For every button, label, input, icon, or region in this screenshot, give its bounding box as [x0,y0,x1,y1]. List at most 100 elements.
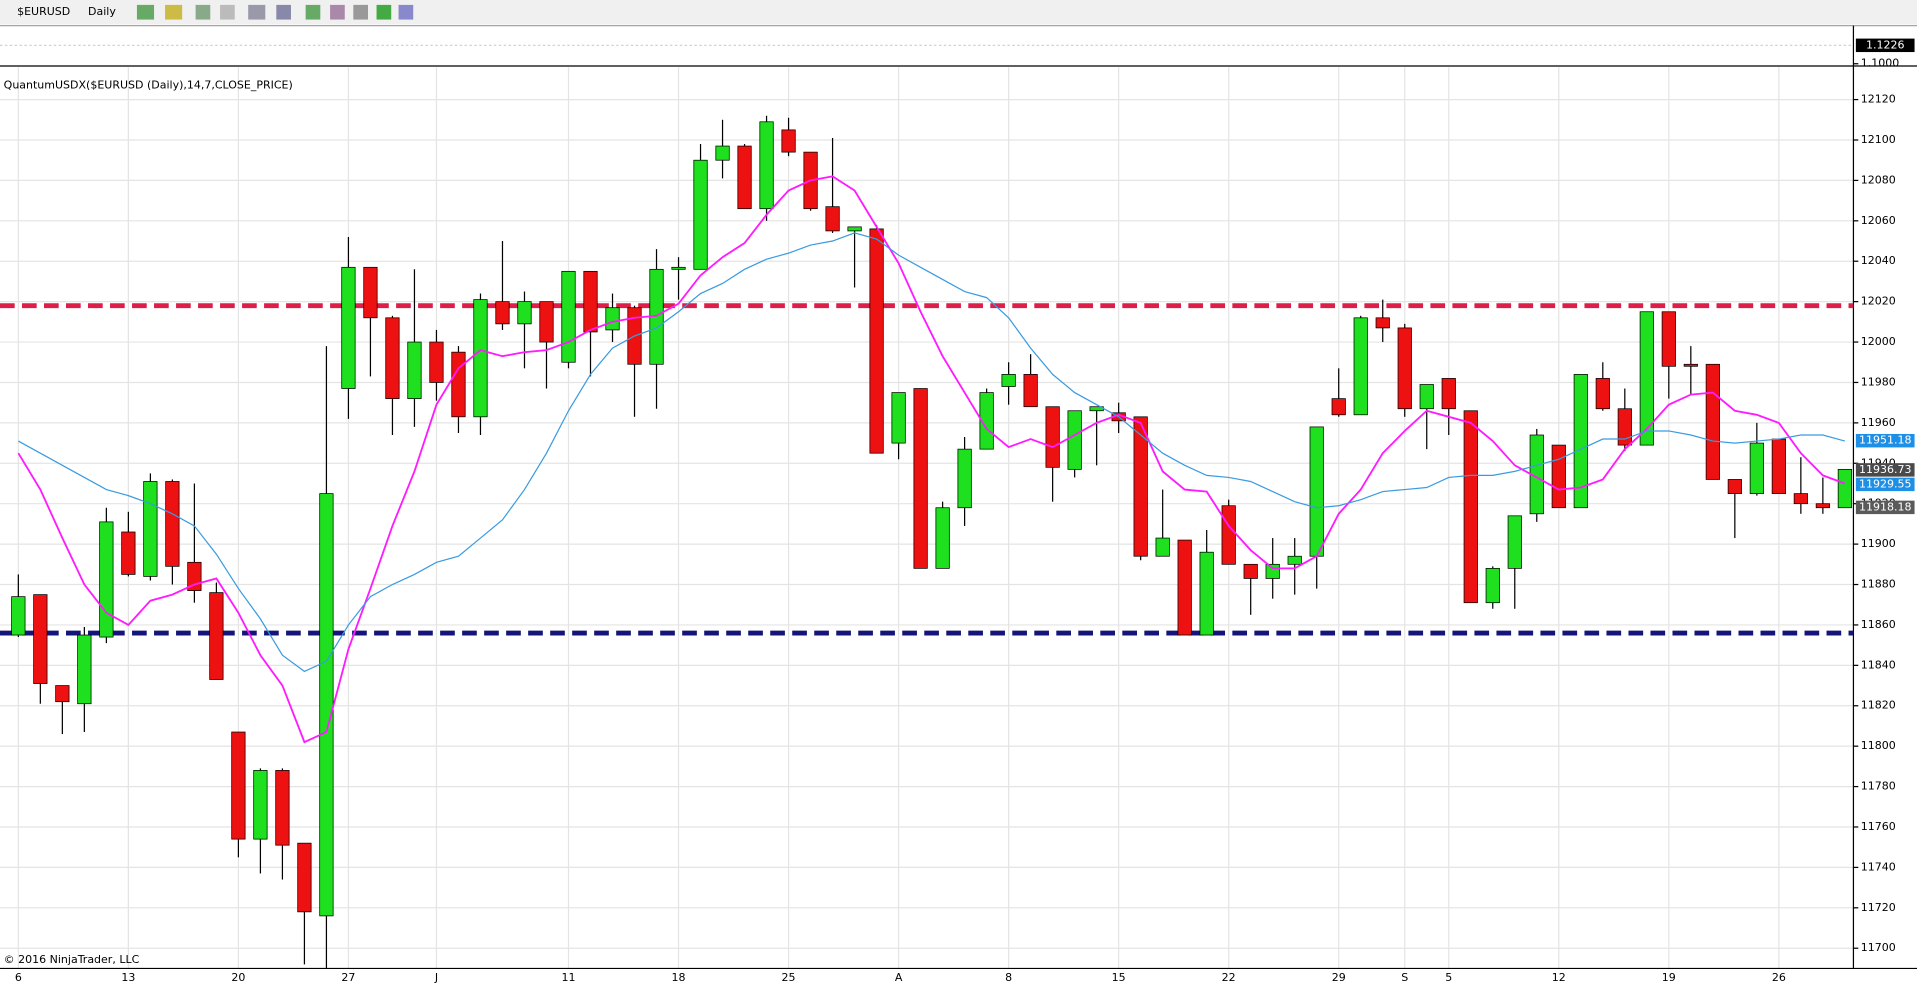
x-tick-label: 15 [1112,971,1126,984]
candle-body [957,448,972,509]
candle-body [1199,551,1214,636]
copyright: © 2016 NinjaTrader, LLC [4,953,140,966]
candle-body [913,388,928,569]
candle-body [1023,374,1038,408]
candle-body [1067,410,1082,470]
candle-body [1133,416,1148,557]
y-tick-label: 12040 [1861,254,1896,267]
x-tick-label: 13 [121,971,135,984]
candle-body [209,592,224,680]
candle-body [1155,537,1170,557]
candle-body [275,770,290,846]
candle-body [1177,539,1192,636]
y-tick-label: 11740 [1861,860,1896,873]
y-tick-label: 11800 [1861,739,1896,752]
x-tick-label: 5 [1445,971,1452,984]
candle-body [1265,563,1280,579]
candle-body [869,228,884,454]
candle-body [1661,311,1676,367]
y-tick-label: 12120 [1861,93,1896,106]
y-tick-label: 11820 [1861,699,1896,712]
x-tick-label: A [895,971,903,984]
last-price-marker [1855,38,1915,53]
candle-body [165,481,180,567]
y-tick-label: 12020 [1861,295,1896,308]
candle-body [495,301,510,325]
candle-body [1419,384,1434,410]
candle-body [979,392,994,450]
price-marker-label: 11951.18 [1859,434,1911,447]
x-tick-label: 6 [15,971,22,984]
candle-body [561,270,576,363]
candle-body [517,301,532,325]
y-tick-label: 11780 [1861,780,1896,793]
y-tick-label: 11720 [1861,901,1896,914]
y-tick-label: 11880 [1861,578,1896,591]
candle-body [1815,503,1830,509]
candle-body [847,226,862,232]
candle-body [1837,468,1852,509]
interval[interactable]: Daily [88,5,116,18]
candle-body [385,317,400,399]
candle-body [297,842,312,913]
candle-body [1705,363,1720,480]
candle-body [451,351,466,418]
candle-body [121,531,136,575]
candle-body [1353,317,1368,416]
candle-body [1331,398,1346,416]
candle-body [363,266,378,319]
candle-body [1375,317,1390,329]
candle-body [1551,444,1566,509]
candle-body [539,301,554,343]
y-tick-label: 11700 [1861,941,1896,954]
y-tick-label: 11840 [1861,658,1896,671]
moving-average [18,232,1846,673]
price-marker [1855,433,1915,448]
x-tick-label: S [1401,971,1408,984]
candle-body [1639,311,1654,446]
candle-body [11,596,26,636]
candle-body [583,270,598,333]
x-tick-label: 25 [782,971,796,984]
candle-body [1595,378,1610,410]
candle-body [605,307,620,331]
candle-body [77,634,92,705]
x-tick-label: 11 [561,971,575,984]
price-marker-label: 11929.55 [1859,477,1911,490]
y-tick-label: 11760 [1861,820,1896,833]
price-marker [1855,500,1915,515]
candle-body [231,731,246,840]
moving-average [17,175,1846,744]
candle-body [429,341,444,383]
y-tick-label: 11900 [1861,537,1896,550]
chart-title: QuantumUSDX($EURUSD (Daily),14,7,CLOSE_P… [4,79,293,92]
candle-body [1441,378,1456,410]
x-tick-label: 18 [672,971,686,984]
y-tick-label: 11980 [1861,375,1896,388]
candle-body [407,341,422,399]
y-tick-label: 12100 [1861,133,1896,146]
x-tick-label: 12 [1552,971,1566,984]
y-tick-label: 11860 [1861,618,1896,631]
candle-body [737,145,752,210]
candle-body [1617,408,1632,446]
symbol[interactable]: $EURUSD [17,5,70,18]
candle-body [935,507,950,569]
candle-body [715,145,730,161]
price-marker [1855,477,1915,492]
price-marker-label: 11918.18 [1859,500,1911,513]
top-y-tick-label: 1.1000 [1861,57,1899,70]
candle-body [1573,374,1588,509]
x-tick-label: 29 [1332,971,1346,984]
x-tick-label: 22 [1222,971,1236,984]
x-tick-label: 20 [231,971,245,984]
y-tick-label: 11960 [1861,416,1896,429]
x-tick-label: 19 [1662,971,1676,984]
last-price-label: 1.1226 [1866,38,1904,51]
candle-body [341,266,356,389]
x-tick-label: 26 [1772,971,1786,984]
price-marker [1855,463,1915,477]
price-marker-label: 11936.73 [1859,463,1911,476]
candle-body [1727,479,1742,494]
